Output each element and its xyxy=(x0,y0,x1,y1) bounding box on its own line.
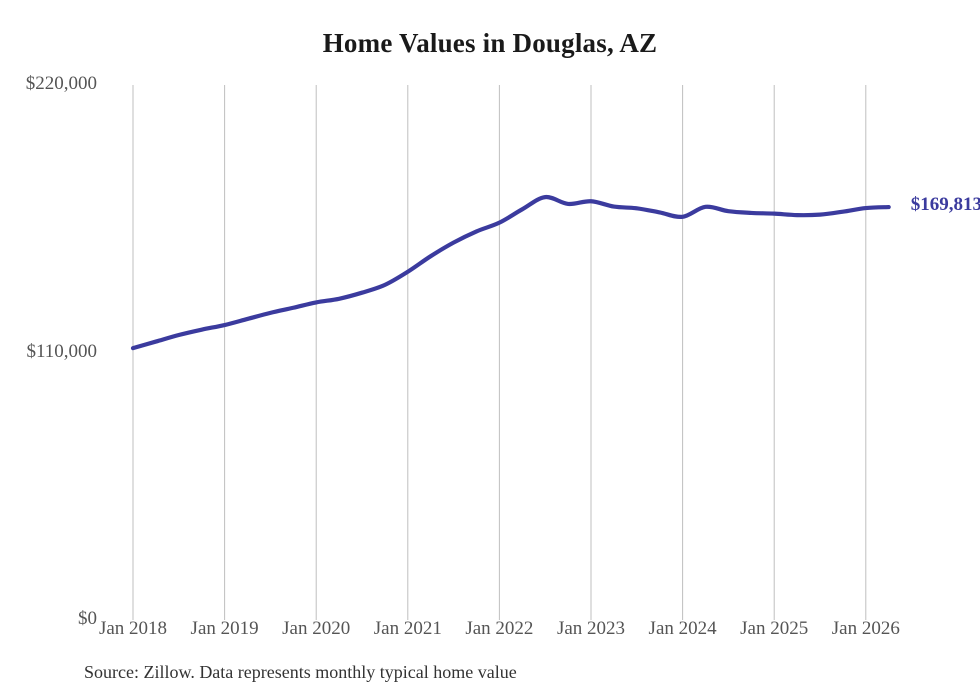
x-axis-tick-label: Jan 2024 xyxy=(648,618,717,639)
y-axis-tick-label: $110,000 xyxy=(26,340,97,362)
x-axis-tick-label: Jan 2023 xyxy=(556,618,626,639)
gridlines xyxy=(132,85,867,620)
y-axis-tick-label: $0 xyxy=(78,608,97,629)
end-value-annotation: $169,813 xyxy=(910,194,980,216)
page-title: Home Values in Douglas, AZ xyxy=(322,28,658,58)
x-axis-tick-label: Jan 2022 xyxy=(465,618,534,639)
source-note: Source: Zillow. Data represents monthly … xyxy=(84,662,517,682)
x-axis-tick-label: Jan 2020 xyxy=(282,618,351,639)
y-axis-tick-label: $220,000 xyxy=(25,73,97,94)
series-line-typical-home-value xyxy=(130,195,891,351)
x-axis-tick-label: Jan 2019 xyxy=(190,618,259,639)
x-axis-tick-label: Jan 2021 xyxy=(373,618,442,639)
x-axis-tick-label: Jan 2025 xyxy=(740,618,809,639)
x-axis-tick-label: Jan 2026 xyxy=(831,618,900,639)
x-axis-tick-label: Jan 2018 xyxy=(98,618,168,639)
